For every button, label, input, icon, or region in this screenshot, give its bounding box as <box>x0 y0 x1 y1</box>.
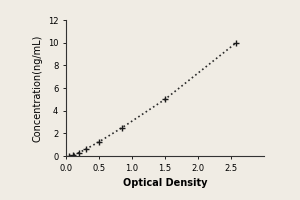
X-axis label: Optical Density: Optical Density <box>123 178 207 188</box>
Y-axis label: Concentration(ng/mL): Concentration(ng/mL) <box>32 34 42 142</box>
